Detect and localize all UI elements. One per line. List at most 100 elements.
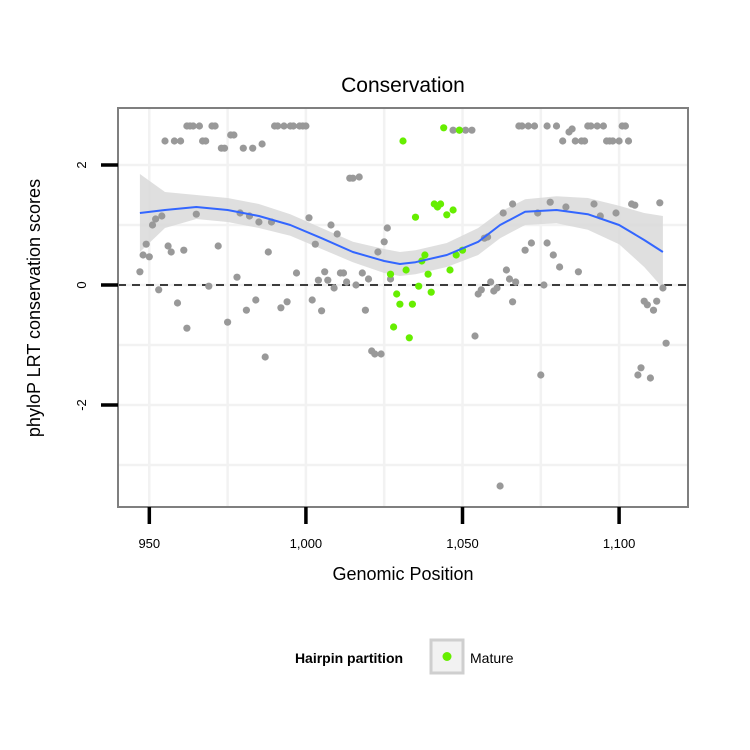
data-point-mature bbox=[415, 282, 423, 290]
data-point-other bbox=[496, 482, 504, 490]
data-point-mature bbox=[402, 266, 410, 274]
data-point-other bbox=[255, 218, 263, 226]
data-point-mature bbox=[405, 334, 413, 342]
data-point-other bbox=[283, 298, 291, 306]
data-point-other bbox=[546, 198, 554, 206]
legend-key bbox=[429, 638, 465, 675]
data-point-mature bbox=[421, 251, 429, 259]
data-point-other bbox=[571, 137, 579, 145]
data-point-other bbox=[609, 137, 617, 145]
data-point-other bbox=[574, 268, 583, 276]
data-point-other bbox=[142, 240, 150, 248]
data-point-other bbox=[261, 353, 269, 361]
data-point-mature bbox=[408, 300, 416, 308]
data-point-mature bbox=[427, 288, 435, 296]
data-point-other bbox=[249, 144, 257, 152]
data-point-other bbox=[656, 199, 664, 207]
data-point-other bbox=[499, 209, 507, 217]
data-point-mature bbox=[396, 300, 404, 308]
legend-title: Hairpin partition bbox=[295, 650, 403, 666]
data-point-other bbox=[631, 201, 639, 209]
data-point-other bbox=[380, 238, 388, 246]
y-tick-label: 2 bbox=[74, 161, 89, 168]
data-point-other bbox=[305, 214, 313, 222]
data-point-other bbox=[612, 209, 620, 217]
data-point-other bbox=[158, 212, 166, 220]
data-point-other bbox=[177, 137, 185, 145]
legend: Hairpin partition Mature bbox=[295, 638, 514, 675]
data-point-other bbox=[314, 276, 322, 284]
data-point-other bbox=[568, 125, 576, 133]
data-point-other bbox=[524, 122, 532, 130]
data-point-other bbox=[233, 273, 241, 281]
data-point-other bbox=[502, 266, 510, 274]
data-point-other bbox=[230, 131, 238, 139]
data-point-other bbox=[530, 122, 539, 130]
data-point-other bbox=[371, 350, 379, 358]
data-point-other bbox=[477, 286, 485, 294]
data-point-other bbox=[552, 122, 561, 130]
data-point-other bbox=[590, 200, 598, 208]
x-tick-label: 1,100 bbox=[603, 536, 636, 551]
data-point-other bbox=[220, 144, 229, 152]
data-point-other bbox=[493, 284, 501, 292]
data-point-other bbox=[649, 306, 658, 314]
data-point-mature bbox=[446, 266, 454, 274]
data-point-other bbox=[152, 215, 160, 223]
data-point-mature bbox=[452, 251, 460, 259]
data-point-other bbox=[512, 278, 520, 286]
data-point-other bbox=[214, 242, 222, 250]
data-point-other bbox=[339, 269, 348, 277]
panel-border bbox=[117, 107, 689, 508]
data-point-other bbox=[543, 239, 551, 247]
data-point-other bbox=[505, 275, 514, 283]
y-axis: -2 0 2 bbox=[74, 161, 118, 411]
data-point-other bbox=[330, 284, 338, 292]
data-point-other bbox=[242, 306, 250, 314]
data-point-other bbox=[559, 137, 567, 145]
data-point-other bbox=[352, 281, 360, 289]
series-other bbox=[136, 122, 670, 490]
data-point-mature bbox=[440, 124, 448, 132]
data-point-other bbox=[202, 137, 210, 145]
data-point-other bbox=[164, 242, 172, 250]
data-point-other bbox=[581, 137, 589, 145]
data-point-other bbox=[374, 248, 382, 256]
legend-label-mature: Mature bbox=[470, 650, 514, 666]
data-point-other bbox=[239, 144, 247, 152]
data-point-mature bbox=[399, 137, 407, 145]
data-point-other bbox=[302, 122, 310, 130]
data-point-other bbox=[170, 137, 178, 145]
data-point-other bbox=[289, 122, 297, 130]
data-point-other bbox=[599, 122, 608, 130]
data-point-other bbox=[136, 268, 144, 276]
data-point-other bbox=[148, 221, 157, 229]
data-point-other bbox=[377, 350, 385, 358]
data-point-other bbox=[224, 318, 232, 326]
data-point-other bbox=[540, 281, 548, 289]
data-point-other bbox=[556, 263, 564, 271]
x-tick-label: 1,000 bbox=[290, 536, 323, 551]
data-point-other bbox=[518, 122, 526, 130]
data-point-other bbox=[274, 122, 282, 130]
confidence-ribbon bbox=[139, 174, 663, 288]
data-point-other bbox=[355, 173, 363, 181]
data-point-other bbox=[343, 278, 351, 286]
data-point-other bbox=[211, 122, 219, 130]
data-point-other bbox=[615, 137, 623, 145]
data-point-other bbox=[643, 301, 651, 309]
data-point-other bbox=[662, 339, 670, 347]
data-point-other bbox=[264, 248, 272, 256]
data-point-other bbox=[659, 284, 667, 292]
data-point-other bbox=[634, 371, 642, 379]
series-mature bbox=[386, 124, 467, 342]
data-point-other bbox=[527, 239, 536, 247]
legend-key-point bbox=[442, 652, 452, 661]
data-point-other bbox=[183, 324, 191, 332]
data-point-other bbox=[311, 240, 319, 248]
data-point-other bbox=[333, 230, 341, 238]
data-point-other bbox=[508, 200, 517, 208]
data-point-other bbox=[364, 275, 373, 283]
x-axis-title: Genomic Position bbox=[332, 564, 473, 584]
